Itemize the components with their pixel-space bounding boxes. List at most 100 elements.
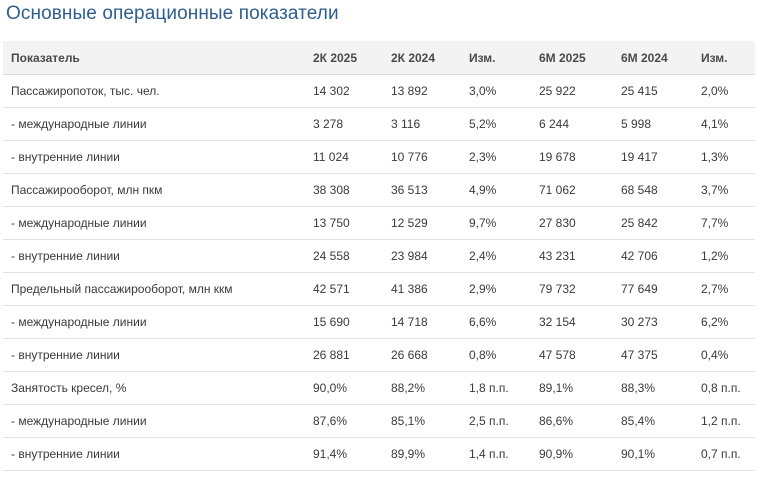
cell-value: 13 750 xyxy=(305,206,383,240)
cell-value: 15 690 xyxy=(305,305,383,339)
cell-value: 91,4% xyxy=(305,437,383,471)
table-row: - международные линии 13 750 12 529 9,7%… xyxy=(3,206,755,240)
table-row: - международные линии 3 278 3 116 5,2% 6… xyxy=(3,107,755,141)
row-label: Пассажирооборот, млн пкм xyxy=(3,173,305,207)
cell-value: 38 308 xyxy=(305,173,383,207)
cell-change: 2,4% xyxy=(461,239,531,273)
table-header-row: Показатель 2К 2025 2К 2024 Изм. 6М 2025 … xyxy=(3,41,755,75)
row-label: - международные линии xyxy=(3,305,305,339)
cell-value: 12 529 xyxy=(383,206,461,240)
header-change-halfyear: Изм. xyxy=(693,41,755,75)
row-label: - внутренние линии xyxy=(3,140,305,174)
cell-change: 3,0% xyxy=(461,74,531,108)
cell-value: 26 668 xyxy=(383,338,461,372)
header-6m-2025: 6М 2025 xyxy=(531,41,613,75)
cell-value: 42 571 xyxy=(305,272,383,306)
cell-value: 3 278 xyxy=(305,107,383,141)
cell-value: 43 231 xyxy=(531,239,613,273)
cell-change: 7,7% xyxy=(693,206,755,240)
cell-value: 77 649 xyxy=(613,272,693,306)
cell-value: 85,1% xyxy=(383,404,461,438)
row-label: Занятость кресел, % xyxy=(3,371,305,405)
cell-value: 24 558 xyxy=(305,239,383,273)
cell-value: 71 062 xyxy=(531,173,613,207)
cell-change: 1,3% xyxy=(693,140,755,174)
cell-value: 90,9% xyxy=(531,437,613,471)
cell-value: 6 244 xyxy=(531,107,613,141)
cell-value: 85,4% xyxy=(613,404,693,438)
cell-value: 47 578 xyxy=(531,338,613,372)
table-row: Пассажирооборот, млн пкм 38 308 36 513 4… xyxy=(3,173,755,207)
cell-value: 5 998 xyxy=(613,107,693,141)
cell-value: 89,9% xyxy=(383,437,461,471)
cell-change: 2,7% xyxy=(693,272,755,306)
cell-change: 1,4 п.п. xyxy=(461,437,531,471)
row-label: - внутренние линии xyxy=(3,239,305,273)
row-label: Предельный пассажирооборот, млн ккм xyxy=(3,272,305,306)
cell-change: 2,9% xyxy=(461,272,531,306)
cell-value: 25 922 xyxy=(531,74,613,108)
cell-change: 0,8% xyxy=(461,338,531,372)
cell-value: 3 116 xyxy=(383,107,461,141)
table-row: - внутренние линии 24 558 23 984 2,4% 43… xyxy=(3,239,755,273)
header-2q-2024: 2К 2024 xyxy=(383,41,461,75)
cell-change: 1,2% xyxy=(693,239,755,273)
cell-change: 2,3% xyxy=(461,140,531,174)
table-row: - внутренние линии 26 881 26 668 0,8% 47… xyxy=(3,338,755,372)
cell-change: 1,8 п.п. xyxy=(461,371,531,405)
cell-value: 89,1% xyxy=(531,371,613,405)
cell-value: 90,0% xyxy=(305,371,383,405)
cell-change: 4,9% xyxy=(461,173,531,207)
cell-value: 14 302 xyxy=(305,74,383,108)
table-row: - внутренние линии 91,4% 89,9% 1,4 п.п. … xyxy=(3,437,755,471)
header-indicator: Показатель xyxy=(3,41,305,75)
cell-change: 6,6% xyxy=(461,305,531,339)
cell-change: 3,7% xyxy=(693,173,755,207)
cell-value: 42 706 xyxy=(613,239,693,273)
row-label: - международные линии xyxy=(3,404,305,438)
cell-change: 1,2 п.п. xyxy=(693,404,755,438)
cell-change: 4,1% xyxy=(693,107,755,141)
cell-value: 68 548 xyxy=(613,173,693,207)
cell-value: 27 830 xyxy=(531,206,613,240)
cell-value: 19 417 xyxy=(613,140,693,174)
cell-value: 10 776 xyxy=(383,140,461,174)
cell-change: 5,2% xyxy=(461,107,531,141)
cell-value: 88,2% xyxy=(383,371,461,405)
cell-value: 88,3% xyxy=(613,371,693,405)
cell-value: 36 513 xyxy=(383,173,461,207)
table-row: - международные линии 87,6% 85,1% 2,5 п.… xyxy=(3,404,755,438)
cell-value: 41 386 xyxy=(383,272,461,306)
row-label: - внутренние линии xyxy=(3,437,305,471)
page-title: Основные операционные показатели xyxy=(6,3,339,24)
cell-value: 11 024 xyxy=(305,140,383,174)
row-label: - международные линии xyxy=(3,107,305,141)
cell-value: 26 881 xyxy=(305,338,383,372)
cell-value: 47 375 xyxy=(613,338,693,372)
table-row: - международные линии 15 690 14 718 6,6%… xyxy=(3,305,755,339)
cell-value: 30 273 xyxy=(613,305,693,339)
row-label: - международные линии xyxy=(3,206,305,240)
cell-change: 0,8 п.п. xyxy=(693,371,755,405)
header-6m-2024: 6М 2024 xyxy=(613,41,693,75)
cell-value: 23 984 xyxy=(383,239,461,273)
table-row: Предельный пассажирооборот, млн ккм 42 5… xyxy=(3,272,755,306)
header-change-quarter: Изм. xyxy=(461,41,531,75)
cell-value: 79 732 xyxy=(531,272,613,306)
cell-value: 13 892 xyxy=(383,74,461,108)
cell-change: 6,2% xyxy=(693,305,755,339)
cell-value: 14 718 xyxy=(383,305,461,339)
table-row: Занятость кресел, % 90,0% 88,2% 1,8 п.п.… xyxy=(3,371,755,405)
cell-change: 2,5 п.п. xyxy=(461,404,531,438)
cell-change: 0,4% xyxy=(693,338,755,372)
row-label: Пассажиропоток, тыс. чел. xyxy=(3,74,305,108)
cell-value: 25 842 xyxy=(613,206,693,240)
cell-change: 2,0% xyxy=(693,74,755,108)
cell-value: 86,6% xyxy=(531,404,613,438)
table-row: Пассажиропоток, тыс. чел. 14 302 13 892 … xyxy=(3,74,755,108)
cell-value: 19 678 xyxy=(531,140,613,174)
cell-value: 90,1% xyxy=(613,437,693,471)
cell-value: 87,6% xyxy=(305,404,383,438)
cell-change: 0,7 п.п. xyxy=(693,437,755,471)
